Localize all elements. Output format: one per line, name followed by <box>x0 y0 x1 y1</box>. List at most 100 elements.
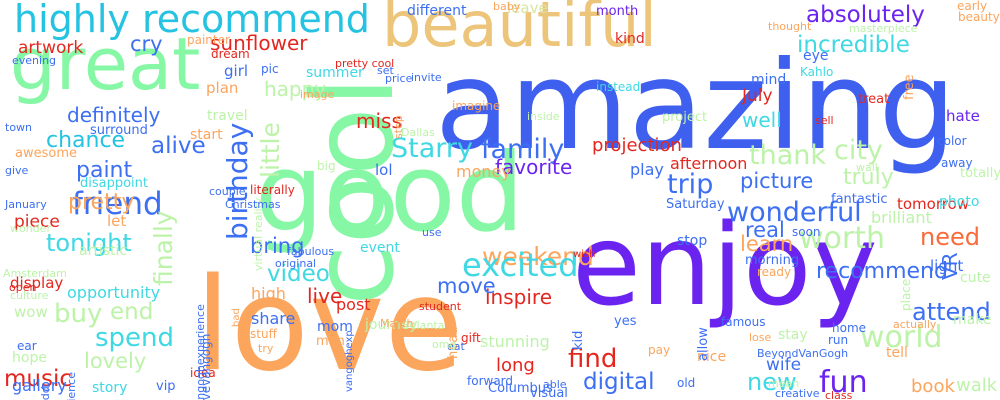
word-eye: eye <box>803 48 829 64</box>
word-display: display <box>10 274 64 292</box>
word-projection: projection <box>592 135 682 156</box>
word-try: try <box>258 342 274 355</box>
word-disappoint: disappoint <box>80 176 149 191</box>
word-fun: fun <box>819 365 868 400</box>
word-end: end <box>110 299 154 325</box>
word-excited: excited <box>462 246 579 284</box>
word-saturday: Saturday <box>666 197 725 212</box>
word-truly: truly <box>843 165 894 190</box>
word-city: city <box>834 135 883 166</box>
word-high: high <box>251 284 286 303</box>
word-photo: photo <box>939 194 980 210</box>
word-amsterdam: Amsterdam <box>3 267 67 280</box>
word-yes: yes <box>614 314 637 329</box>
word-imagine: imagine <box>452 99 501 113</box>
word-friend: friend <box>72 186 163 222</box>
word-alive: alive <box>151 133 206 159</box>
word-eat: eat <box>447 340 465 353</box>
word-january: January <box>5 198 47 211</box>
word-real: real <box>745 218 785 242</box>
word-mind: mind <box>751 72 787 88</box>
word-old: old <box>677 376 696 390</box>
word-kahlo: Kahlo <box>800 65 834 79</box>
word-summer: summer <box>306 65 364 81</box>
word-home: home <box>832 321 867 335</box>
word-afternoon: afternoon <box>670 154 748 173</box>
word-worth: worth <box>799 221 886 256</box>
word-share: share <box>251 309 296 328</box>
word-run: run <box>828 333 849 347</box>
word-free: free <box>902 73 917 100</box>
word-mom: mom <box>317 319 353 335</box>
word-man: man <box>316 334 345 349</box>
word-wow: wow <box>14 303 48 321</box>
word-soon: soon <box>792 225 821 239</box>
word-tell: tell <box>886 345 908 361</box>
word-love: love <box>195 251 464 400</box>
word-pretty-cool: pretty cool <box>335 57 395 70</box>
word-travel: travel <box>207 108 248 124</box>
word-piece: piece <box>14 212 60 232</box>
word-light: light <box>930 257 964 275</box>
word-able: able <box>543 378 567 391</box>
word-brilliant: brilliant <box>871 208 932 227</box>
word-wall: wall <box>856 161 878 174</box>
word-beauty: beauty <box>958 10 1000 24</box>
word-town: town <box>5 121 33 134</box>
word-mean: mean <box>768 377 800 390</box>
word-class: class <box>825 389 853 400</box>
word-forward: forward <box>467 374 514 388</box>
word-wonder: wonder <box>10 222 51 235</box>
word-leave: leave <box>507 0 548 17</box>
word-paint: paint <box>76 158 133 183</box>
word-inspire: inspire <box>485 285 552 309</box>
word-give: give <box>5 164 29 177</box>
word-thought: thought <box>768 20 812 33</box>
word-starry: Starry <box>391 133 473 164</box>
word-couple: couple <box>209 185 246 198</box>
word-learn: learn <box>740 232 794 256</box>
word-different: different <box>407 3 467 19</box>
word-gallery: gallery <box>12 376 67 395</box>
word-trip: trip <box>667 169 714 200</box>
word-morning: morning <box>745 253 800 268</box>
word-little: little <box>256 121 285 178</box>
word-july: July <box>742 86 773 106</box>
word-price: price <box>385 72 413 85</box>
word-highly-recommend: highly recommend <box>14 0 370 41</box>
word-start: start <box>190 127 223 143</box>
word-make: make <box>953 312 992 328</box>
word-plan: plan <box>206 79 239 97</box>
word-wish: wish <box>573 249 596 260</box>
word-vip: vip <box>156 379 176 394</box>
word-lovely: lovely <box>84 349 147 373</box>
word-project: project <box>662 110 708 125</box>
word-omg: omg <box>432 338 457 351</box>
word-ready: ready <box>757 265 792 279</box>
word-weekend: weekend <box>482 242 594 271</box>
word-dream: dream <box>211 47 250 61</box>
word-buy: buy <box>54 299 103 329</box>
word-hope: hope <box>12 350 47 366</box>
word-inside: inside <box>527 110 560 123</box>
word-incredible: incredible <box>797 32 910 58</box>
word-columbus: Columbus <box>488 381 553 396</box>
word-use: use <box>422 226 442 239</box>
word-fantastic: fantastic <box>831 192 888 207</box>
word-new: new <box>747 368 797 396</box>
word-stop: stop <box>677 233 708 249</box>
word-digital: digital <box>583 369 655 395</box>
word-artistic: artistic <box>79 243 128 259</box>
word-image: image <box>300 88 335 101</box>
word-cry: cry <box>130 32 163 56</box>
word-move: move <box>437 274 496 298</box>
word-wonderful: wonderful <box>727 197 862 228</box>
word-money: money <box>456 162 511 181</box>
word-attend: attend <box>912 298 991 326</box>
word-birthday: birthday <box>221 122 254 241</box>
word-amazing: amazing <box>435 35 957 177</box>
word-month: month <box>596 4 639 19</box>
word-miss: miss <box>356 109 402 133</box>
word-kid: kid <box>571 331 586 351</box>
